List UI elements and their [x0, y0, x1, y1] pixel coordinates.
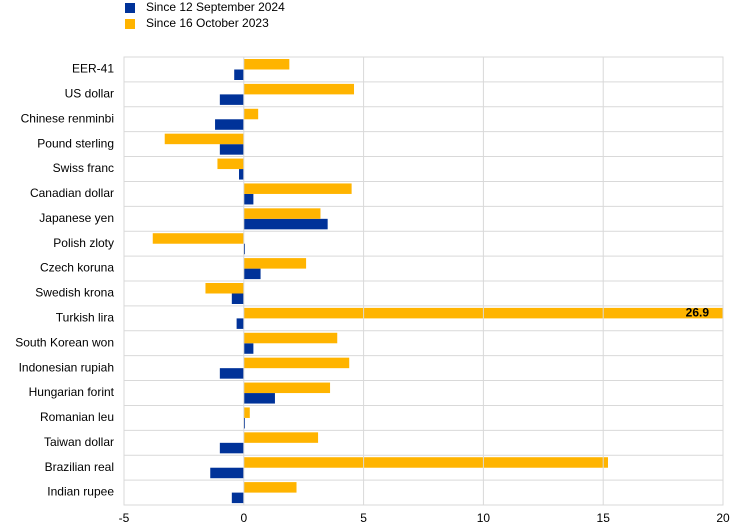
y-tick-label: South Korean won [15, 335, 114, 349]
bar [243, 208, 321, 219]
x-tick-label: 0 [240, 511, 247, 525]
bar [219, 442, 244, 454]
bar [243, 382, 331, 394]
legend-swatch [125, 19, 135, 29]
y-tick-label: Chinese renminbi [21, 111, 114, 125]
x-tick-label: 5 [360, 511, 367, 525]
y-tick-label: Czech koruna [40, 261, 114, 275]
y-tick-label: Romanian leu [40, 410, 114, 424]
bar [215, 119, 244, 130]
bar [217, 158, 244, 170]
bar [243, 59, 290, 70]
bar [243, 482, 297, 493]
bar [152, 233, 244, 244]
y-tick-label: Japanese yen [39, 211, 114, 225]
y-tick-label: Swedish krona [35, 286, 114, 300]
bar [243, 268, 261, 280]
bar [243, 357, 350, 369]
bar [243, 393, 275, 404]
x-tick-label: -5 [119, 511, 130, 525]
bar [243, 432, 319, 443]
x-tick-label: 10 [477, 511, 491, 525]
bar [164, 133, 244, 145]
bar [205, 283, 244, 294]
bar [243, 307, 723, 319]
bar [219, 144, 244, 155]
bar [210, 467, 244, 479]
y-tick-label: Pound sterling [37, 136, 114, 150]
y-tick-label: Indonesian rupiah [19, 360, 114, 374]
bar [219, 368, 244, 379]
y-tick-label: Polish zloty [53, 236, 114, 250]
y-tick-label: Swiss franc [53, 161, 114, 175]
value-label: 26.9 [686, 305, 710, 319]
bar [243, 243, 245, 255]
bar [219, 94, 244, 105]
legend-label: Since 16 October 2023 [146, 16, 269, 30]
bar [243, 343, 254, 354]
x-tick-label: 15 [597, 511, 611, 525]
bar [243, 108, 259, 120]
bar [236, 318, 244, 329]
plot-border [123, 56, 724, 506]
y-tick-label: Hungarian forint [29, 385, 115, 399]
y-tick-label: US dollar [65, 87, 114, 101]
bar [231, 492, 244, 504]
bar [243, 258, 307, 269]
bar [243, 83, 355, 95]
bar [243, 193, 254, 205]
legend-label: Since 12 September 2024 [146, 0, 285, 14]
y-tick-label: Brazilian real [45, 460, 114, 474]
y-tick-label: Taiwan dollar [44, 435, 114, 449]
bar [243, 332, 338, 344]
bar [231, 293, 244, 304]
x-tick-label: 20 [716, 511, 730, 525]
y-tick-label: Turkish lira [56, 311, 115, 325]
bar [243, 218, 328, 230]
legend-swatch [125, 3, 135, 13]
bar [243, 183, 352, 194]
y-tick-label: Indian rupee [47, 485, 114, 499]
bar [239, 169, 244, 180]
bar [234, 69, 244, 80]
y-tick-label: Canadian dollar [30, 186, 114, 200]
y-tick-label: EER-41 [72, 62, 114, 76]
bar [243, 457, 608, 468]
bar [243, 407, 250, 418]
bar [243, 417, 245, 429]
